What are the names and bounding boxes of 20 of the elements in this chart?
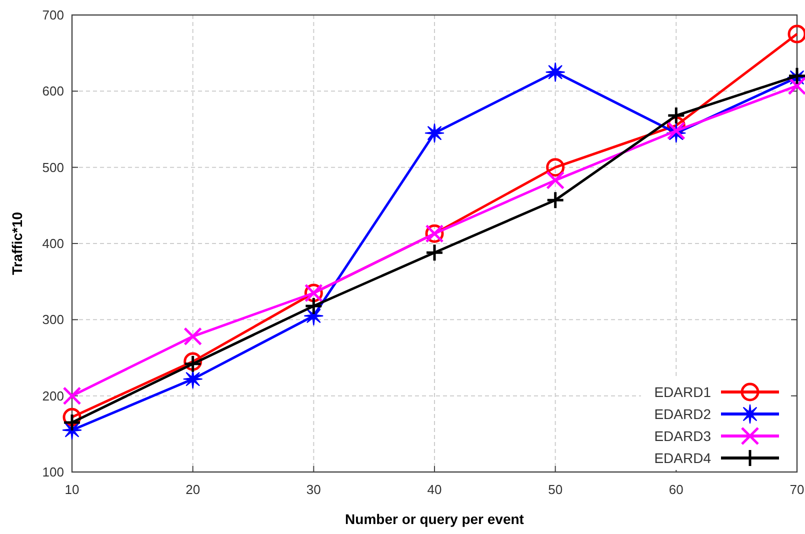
x-tick-label: 40: [427, 482, 442, 497]
y-tick-label: 200: [42, 388, 64, 404]
x-tick-label: 50: [548, 482, 563, 497]
x-tick-label: 10: [64, 482, 80, 497]
y-tick-label: 700: [42, 8, 64, 23]
y-tick-label: 100: [42, 464, 64, 480]
x-tick-label: 60: [668, 482, 684, 497]
y-tick-label: 500: [42, 160, 64, 175]
legend-label: EDARD2: [654, 406, 712, 422]
x-axis-title: Number or query per event: [345, 511, 524, 527]
legend-label: EDARD3: [654, 428, 712, 444]
x-tick-label: 30: [306, 482, 321, 497]
x-tick-label: 20: [186, 482, 200, 497]
legend-label: EDARD4: [654, 450, 712, 466]
legend-label: EDARD1: [654, 384, 712, 400]
y-tick-label: 400: [42, 236, 64, 252]
y-tick-label: 300: [42, 312, 64, 328]
y-axis-title: Traffic*10: [9, 212, 25, 276]
x-tick-label: 70: [790, 482, 804, 497]
y-tick-label: 600: [42, 84, 64, 99]
